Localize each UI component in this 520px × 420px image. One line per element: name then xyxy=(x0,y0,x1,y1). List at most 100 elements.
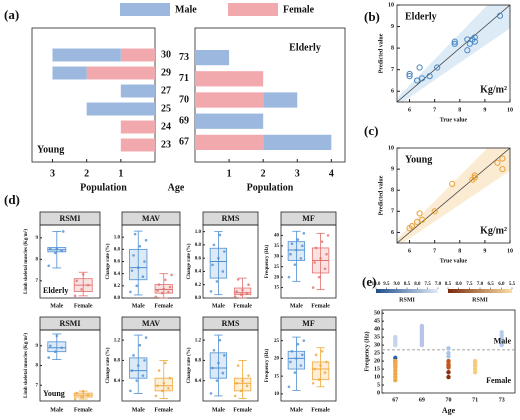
x-tick-label: 7 xyxy=(433,107,436,113)
point xyxy=(55,334,59,338)
point xyxy=(313,261,316,264)
point xyxy=(293,371,297,374)
y-axis-title: Limb skeletal muscles (Kg/m²) xyxy=(23,333,29,398)
point xyxy=(451,38,458,45)
point xyxy=(73,397,77,401)
point xyxy=(323,267,327,271)
y-tick-label: 0.8 xyxy=(195,243,202,248)
point xyxy=(81,389,85,393)
panel-title: Young xyxy=(405,154,432,165)
y-tick-label: 40 xyxy=(374,327,380,333)
y-tick-label: 9 xyxy=(36,236,39,241)
y-tick-label: 35 xyxy=(374,335,380,341)
x-tick-label: Male xyxy=(212,407,225,413)
legend-swatch xyxy=(228,3,278,16)
point xyxy=(73,294,77,298)
point xyxy=(235,290,238,293)
point xyxy=(144,238,148,242)
series-label: Male xyxy=(494,337,512,346)
y-axis-title: Change rate (%) xyxy=(187,243,192,279)
point xyxy=(167,290,170,294)
point xyxy=(325,252,328,256)
identity-line xyxy=(397,5,510,102)
bar xyxy=(86,102,155,116)
panel-title: MAV xyxy=(142,214,160,223)
point xyxy=(413,218,421,225)
box xyxy=(209,352,228,379)
point xyxy=(209,392,213,395)
point xyxy=(325,360,328,364)
bar xyxy=(120,84,155,98)
point xyxy=(170,273,173,277)
age-axis-title: Age xyxy=(168,182,185,193)
point xyxy=(138,244,142,248)
point xyxy=(499,339,504,345)
point xyxy=(446,362,451,367)
point xyxy=(49,344,52,348)
point xyxy=(247,283,250,287)
y-tick-label: 30 xyxy=(374,342,380,348)
box xyxy=(233,287,252,296)
annotation: Elderly xyxy=(289,42,321,53)
point xyxy=(162,381,166,385)
point xyxy=(75,279,79,283)
bar xyxy=(52,66,87,80)
y-tick-label: 0.6 xyxy=(114,260,121,265)
y-tick-label: 20 xyxy=(274,357,280,362)
point xyxy=(245,292,249,295)
plot-frame xyxy=(39,224,101,299)
y-tick-label: 6 xyxy=(391,230,394,236)
point xyxy=(311,286,315,289)
point xyxy=(317,275,321,279)
point xyxy=(301,353,304,357)
bar xyxy=(120,138,155,152)
point xyxy=(287,385,291,389)
x-tick-label: 6 xyxy=(408,107,411,113)
point xyxy=(236,364,240,367)
point xyxy=(135,379,138,383)
y-tick-label: 10 xyxy=(274,392,280,397)
point xyxy=(393,374,398,380)
colorbar-tick-label: 7.5 xyxy=(425,282,432,287)
y-tick-label: 7 xyxy=(391,209,394,215)
point xyxy=(289,252,292,256)
x-axis-title: Population xyxy=(247,182,294,193)
point xyxy=(160,291,164,295)
point xyxy=(157,369,161,372)
age-label: 27 xyxy=(161,85,171,96)
colorbar-tick-label: 8.0 xyxy=(414,282,421,287)
point xyxy=(168,285,172,289)
point xyxy=(162,287,166,291)
box xyxy=(311,361,330,381)
point xyxy=(314,246,318,250)
age-label: 71 xyxy=(179,73,189,84)
point xyxy=(81,273,85,276)
point xyxy=(130,269,134,272)
point xyxy=(289,360,292,364)
y-tick-label: 20 xyxy=(274,275,280,280)
y-tick-label: 0.8 xyxy=(195,359,202,364)
point xyxy=(143,260,146,263)
point xyxy=(320,350,324,353)
point xyxy=(60,249,63,253)
colorbar xyxy=(376,289,438,293)
colorbar-tick-label: 7.0 xyxy=(435,282,442,287)
point xyxy=(136,364,140,367)
point xyxy=(446,354,451,359)
point xyxy=(446,374,451,380)
plot-frame xyxy=(121,329,181,402)
point xyxy=(295,248,298,252)
x-tick-label: Male xyxy=(290,407,303,413)
plot-frame xyxy=(396,147,511,244)
point xyxy=(167,387,170,390)
point xyxy=(154,295,158,299)
x-tick-label: Male xyxy=(132,407,145,413)
point xyxy=(499,342,504,348)
y-tick-label: 9 xyxy=(36,344,39,349)
y-tick-label: 25 xyxy=(374,350,380,356)
y-axis-title: Limb skeletal muscles (Kg/m²) xyxy=(23,229,29,294)
point xyxy=(60,346,63,350)
point xyxy=(217,361,220,365)
x-tick-label: Female xyxy=(154,303,173,309)
point xyxy=(212,348,216,352)
